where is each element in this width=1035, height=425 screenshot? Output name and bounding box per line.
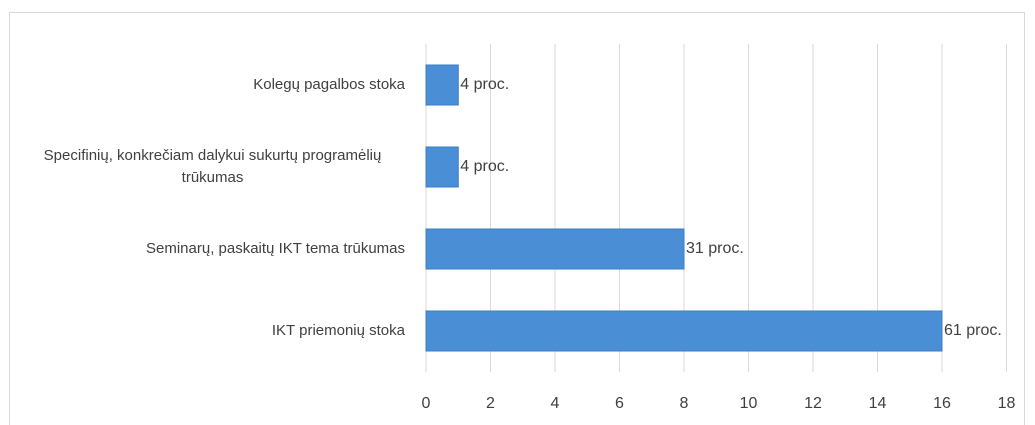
x-tick-label: 2	[486, 395, 495, 412]
category-label-box: Seminarų, paskaitų IKT tema trūkumas	[15, 219, 405, 279]
x-tick-label: 14	[869, 395, 887, 412]
x-tick-label: 0	[422, 395, 431, 412]
y-tick-label: Specifinių, konkrečiam dalykui sukurtų p…	[43, 147, 382, 186]
x-tick-label: 4	[551, 395, 560, 412]
x-tick-label: 18	[998, 395, 1016, 412]
category-label-box: IKT priemonių stoka	[15, 301, 405, 361]
y-tick-label: Seminarų, paskaitų IKT tema trūkumas	[146, 240, 405, 258]
y-tick-label: Kolegų pagalbos stoka	[253, 76, 405, 94]
category-label-box: Kolegų pagalbos stoka	[15, 55, 405, 115]
x-tick-label: 6	[615, 395, 624, 412]
chart-border	[9, 12, 1025, 425]
bar	[425, 64, 459, 106]
bar	[425, 228, 685, 270]
value-label: 4 proc.	[460, 158, 509, 175]
value-label: 31 proc.	[686, 240, 744, 257]
bar	[425, 146, 459, 188]
x-tick-label: 8	[680, 395, 689, 412]
bar	[425, 310, 943, 352]
y-tick-label: IKT priemonių stoka	[271, 322, 405, 340]
value-label: 4 proc.	[460, 76, 509, 93]
x-tick-label: 16	[933, 395, 951, 412]
x-tick-label: 12	[804, 395, 822, 412]
x-tick-label: 10	[740, 395, 758, 412]
value-label: 61 proc.	[944, 322, 1002, 339]
category-label-box: Specifinių, konkrečiam dalykui sukurtų p…	[15, 137, 405, 197]
